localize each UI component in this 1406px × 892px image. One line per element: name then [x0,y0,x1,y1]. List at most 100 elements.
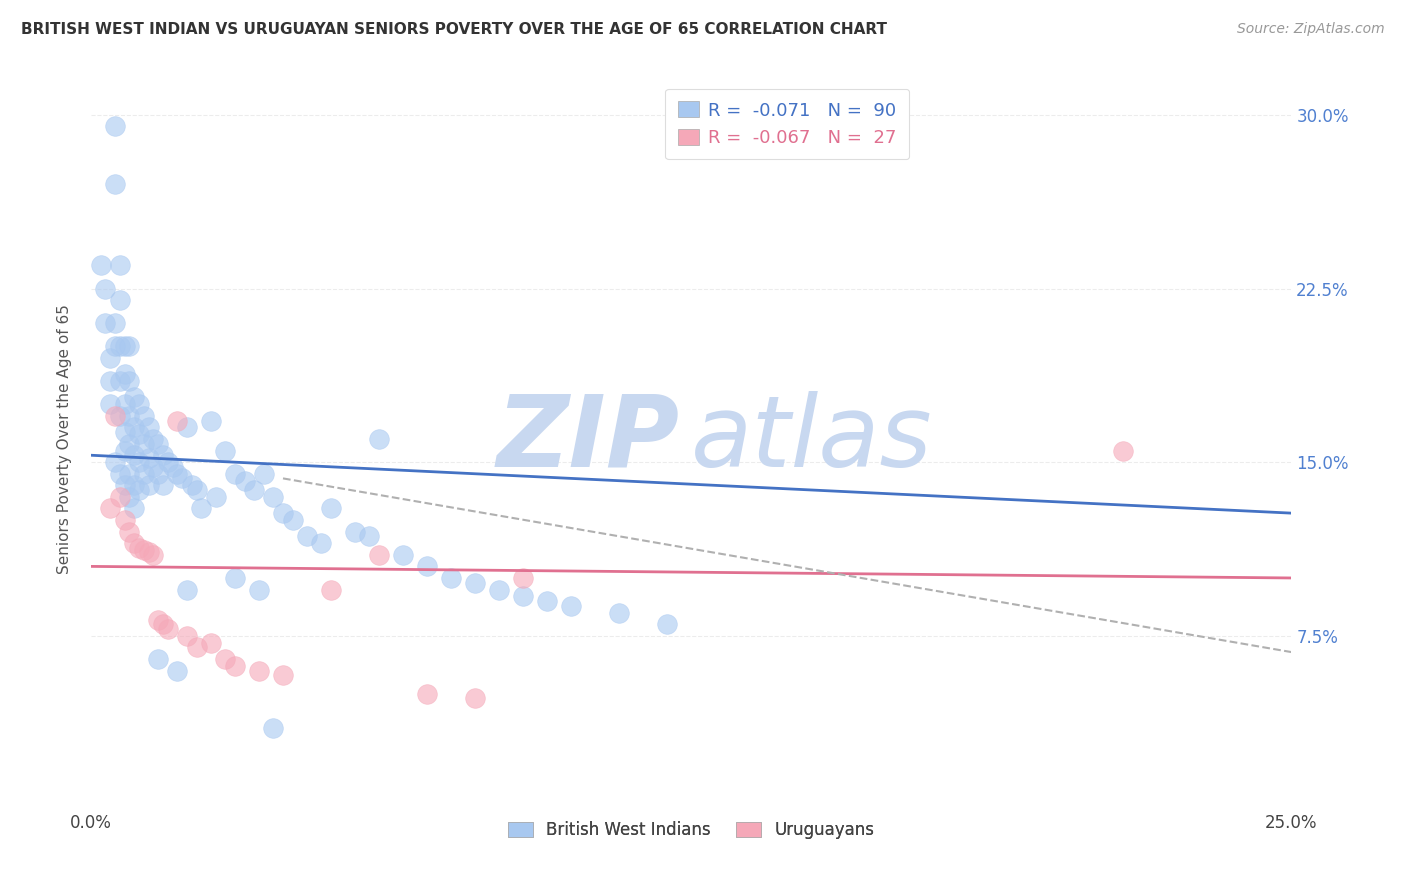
Point [98,351,121,365]
Point [186,640,208,655]
Point [128,427,150,442]
Point [271,668,294,682]
Point [162,459,184,474]
Point [146,652,169,666]
Point [122,536,145,550]
Point [416,559,439,574]
Point [118,524,141,539]
Point [118,467,141,481]
Point [128,541,150,555]
Point [122,478,145,492]
Point [94,316,117,330]
Point [104,120,127,134]
Point [368,432,391,446]
Point [247,664,270,678]
Text: atlas: atlas [692,391,932,488]
Point [122,448,145,462]
Point [118,409,141,423]
Point [186,483,208,497]
Point [190,501,212,516]
Point [114,443,136,458]
Point [122,501,145,516]
Point [464,575,486,590]
Point [536,594,558,608]
Point [104,455,127,469]
Point [1112,443,1135,458]
Point [108,339,131,353]
Point [138,450,160,465]
Point [156,455,179,469]
Point [146,613,169,627]
Point [152,478,174,492]
Point [281,513,304,527]
Point [108,374,131,388]
Point [180,478,202,492]
Text: Source: ZipAtlas.com: Source: ZipAtlas.com [1237,22,1385,37]
Point [200,636,222,650]
Point [464,691,486,706]
Point [108,467,131,481]
Point [114,367,136,381]
Point [295,529,318,543]
Point [108,409,131,423]
Point [132,467,155,481]
Point [104,339,127,353]
Point [118,374,141,388]
Point [176,420,198,434]
Point [142,459,165,474]
Point [172,471,194,485]
Point [488,582,510,597]
Point [311,536,333,550]
Point [152,448,174,462]
Point [152,617,174,632]
Point [392,548,415,562]
Point [359,529,381,543]
Point [128,455,150,469]
Point [253,467,276,481]
Point [319,501,342,516]
Point [440,571,463,585]
Point [224,659,246,673]
Point [94,281,117,295]
Point [132,436,155,450]
Point [224,467,246,481]
Point [166,413,188,427]
Point [512,590,534,604]
Point [262,490,284,504]
Point [655,617,678,632]
Point [90,258,112,272]
Point [98,374,121,388]
Point [138,478,160,492]
Point [368,548,391,562]
Point [114,425,136,439]
Point [132,543,155,558]
Point [98,501,121,516]
Point [560,599,582,613]
Point [142,432,165,446]
Point [104,316,127,330]
Point [114,513,136,527]
Point [247,582,270,597]
Legend: British West Indians, Uruguayans: British West Indians, Uruguayans [502,814,882,846]
Point [166,664,188,678]
Point [114,478,136,492]
Point [114,397,136,411]
Point [142,548,165,562]
Point [176,582,198,597]
Point [128,397,150,411]
Point [146,436,169,450]
Point [512,571,534,585]
Point [118,436,141,450]
Point [108,258,131,272]
Point [132,409,155,423]
Point [118,490,141,504]
Point [138,420,160,434]
Point [271,506,294,520]
Point [122,390,145,404]
Point [156,622,179,636]
Y-axis label: Seniors Poverty Over the Age of 65: Seniors Poverty Over the Age of 65 [58,304,72,574]
Point [176,629,198,643]
Point [243,483,266,497]
Text: BRITISH WEST INDIAN VS URUGUAYAN SENIORS POVERTY OVER THE AGE OF 65 CORRELATION : BRITISH WEST INDIAN VS URUGUAYAN SENIORS… [21,22,887,37]
Point [114,339,136,353]
